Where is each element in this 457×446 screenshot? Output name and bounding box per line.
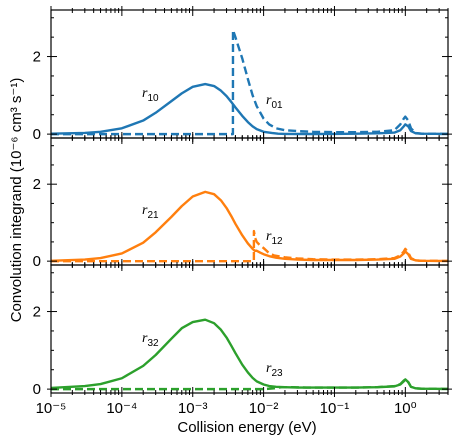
series-line-r32	[50, 318, 449, 391]
x-tick-label: 10⁻¹	[320, 400, 350, 417]
y-tick-label: 0	[33, 126, 41, 143]
series-label-r23: r23	[266, 361, 283, 379]
panel-frame-3	[50, 264, 449, 394]
x-tick-label: 10⁰	[394, 400, 417, 417]
series-label-r10: r10	[142, 86, 159, 104]
x-tick-label: 10⁻³	[178, 400, 208, 417]
y-tick-label: 0	[33, 253, 41, 270]
x-tick-label: 10⁻⁴	[106, 400, 137, 417]
series-label-r12: r12	[266, 229, 283, 247]
series-line-r21	[50, 190, 449, 263]
y-tick-label: 0	[33, 381, 41, 398]
x-axis-label: Collision energy (eV)	[177, 419, 316, 436]
series-line-r01	[51, 28, 449, 136]
series-label-r32: r32	[142, 331, 159, 349]
y-tick-label: 2	[33, 176, 41, 193]
series-line-r12	[51, 229, 449, 263]
y-axis-label: Convolution integrand (10⁻⁶ cm³ s⁻¹)	[8, 78, 25, 323]
x-tick-label: 10⁻²	[249, 400, 279, 417]
series-line-r23	[51, 378, 449, 391]
y-tick-label: 2	[33, 304, 41, 321]
series-line-r10	[50, 82, 449, 136]
series-label-r01: r01	[266, 93, 283, 111]
x-tick-label: 10⁻⁵	[36, 400, 67, 417]
panel-frame-1	[50, 9, 449, 139]
series-label-r21: r21	[142, 203, 159, 221]
y-tick-label: 2	[33, 49, 41, 66]
